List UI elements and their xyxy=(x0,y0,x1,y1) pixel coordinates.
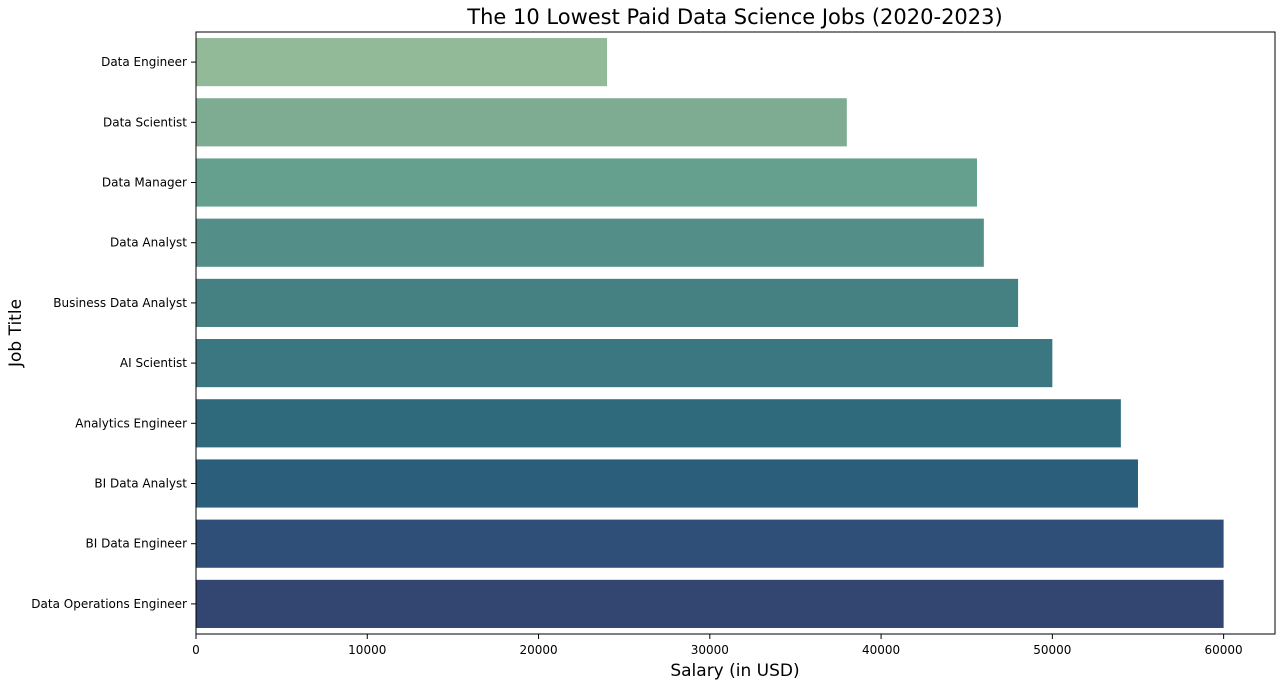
x-tick-label: 30000 xyxy=(691,643,729,657)
y-tick-label: Data Operations Engineer xyxy=(31,597,187,611)
y-tick-label: Analytics Engineer xyxy=(75,416,187,430)
x-axis-label: Salary (in USD) xyxy=(670,661,799,681)
x-tick-label: 50000 xyxy=(1033,643,1071,657)
x-tick-label: 20000 xyxy=(519,643,557,657)
bar xyxy=(196,579,1224,628)
bar xyxy=(196,38,608,87)
bars-group xyxy=(196,38,1224,628)
y-axis-label: Job Title xyxy=(6,299,26,368)
plot-frame xyxy=(195,31,1276,635)
bar xyxy=(196,399,1121,448)
bar xyxy=(196,158,977,207)
y-tick-label: Business Data Analyst xyxy=(53,296,187,310)
x-tick-label: 10000 xyxy=(348,643,386,657)
bar xyxy=(196,519,1224,568)
y-tick-label: AI Scientist xyxy=(120,356,187,370)
y-tick-label: Data Analyst xyxy=(110,236,187,250)
y-tick-label: BI Data Engineer xyxy=(86,537,188,551)
bar xyxy=(196,218,984,267)
x-ticks-group: 0 10000 20000 30000 40000 50000 60000 xyxy=(192,634,1243,657)
y-tick-label: BI Data Analyst xyxy=(94,477,187,491)
y-tick-label: Data Engineer xyxy=(101,55,187,69)
chart-title: The 10 Lowest Paid Data Science Jobs (20… xyxy=(466,5,1002,29)
bar xyxy=(196,278,1019,327)
x-tick-label: 40000 xyxy=(862,643,900,657)
x-tick-label: 0 xyxy=(192,643,200,657)
bar xyxy=(196,459,1138,508)
bar xyxy=(196,339,1053,388)
x-tick-label: 60000 xyxy=(1205,643,1243,657)
y-tick-label: Data Scientist xyxy=(103,115,187,129)
y-tick-label: Data Manager xyxy=(102,176,187,190)
bar xyxy=(196,98,847,147)
y-ticks-group: Data Engineer Data Scientist Data Manager D… xyxy=(31,55,196,611)
